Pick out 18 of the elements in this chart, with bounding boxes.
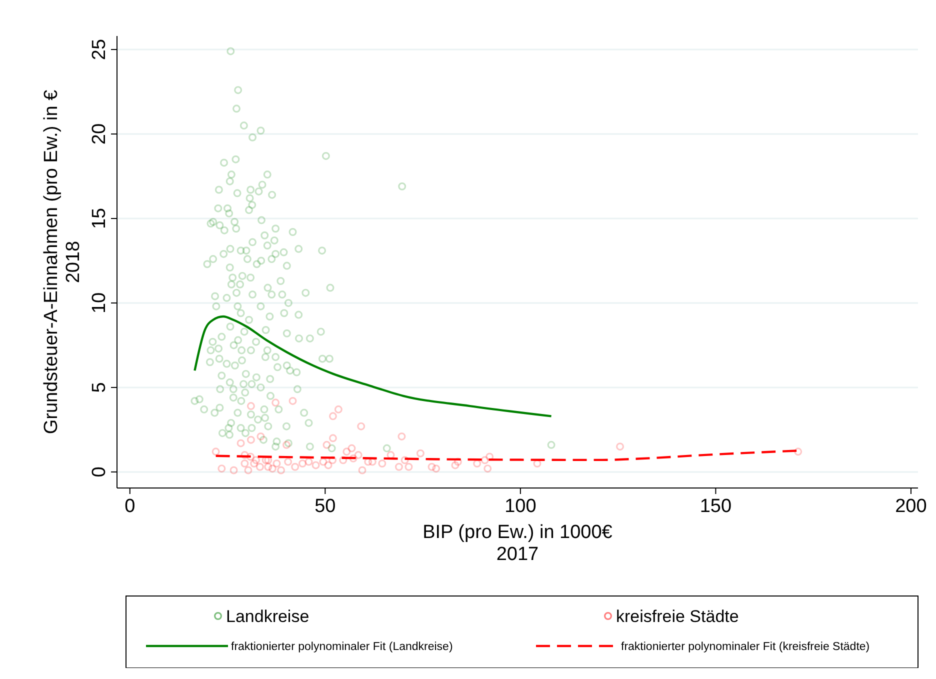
legend-label: kreisfreie Städte bbox=[616, 606, 739, 626]
line-series bbox=[194, 315, 552, 418]
y-tick-label: 5 bbox=[89, 382, 110, 393]
y-tick-label: 15 bbox=[89, 208, 110, 230]
y-tick-label: 25 bbox=[89, 38, 110, 60]
y-tick-label: 20 bbox=[89, 123, 110, 145]
x-tick-label: 200 bbox=[895, 496, 927, 517]
y-tick-label: 0 bbox=[89, 466, 110, 478]
legend-label: fraktionierter polynominaler Fit (kreisfreie Städte) bbox=[621, 641, 870, 654]
x-tick-label: 150 bbox=[700, 496, 732, 517]
x-axis-title: BIP (pro Ew.) in 1000€ 2017 bbox=[422, 522, 613, 565]
legend-label: Landkreise bbox=[226, 606, 310, 626]
x-tick-label: 100 bbox=[504, 496, 536, 517]
legend-label: fraktionierter polynominaler Fit (Landkreise) bbox=[231, 641, 453, 654]
y-axis-title: Grundsteuer-A-Einnahmen (pro Ew.) in € 2018 bbox=[41, 89, 84, 434]
x-tick-label: 50 bbox=[314, 496, 336, 517]
y-tick-label: 10 bbox=[89, 292, 110, 314]
x-tick-label: 0 bbox=[124, 496, 136, 517]
